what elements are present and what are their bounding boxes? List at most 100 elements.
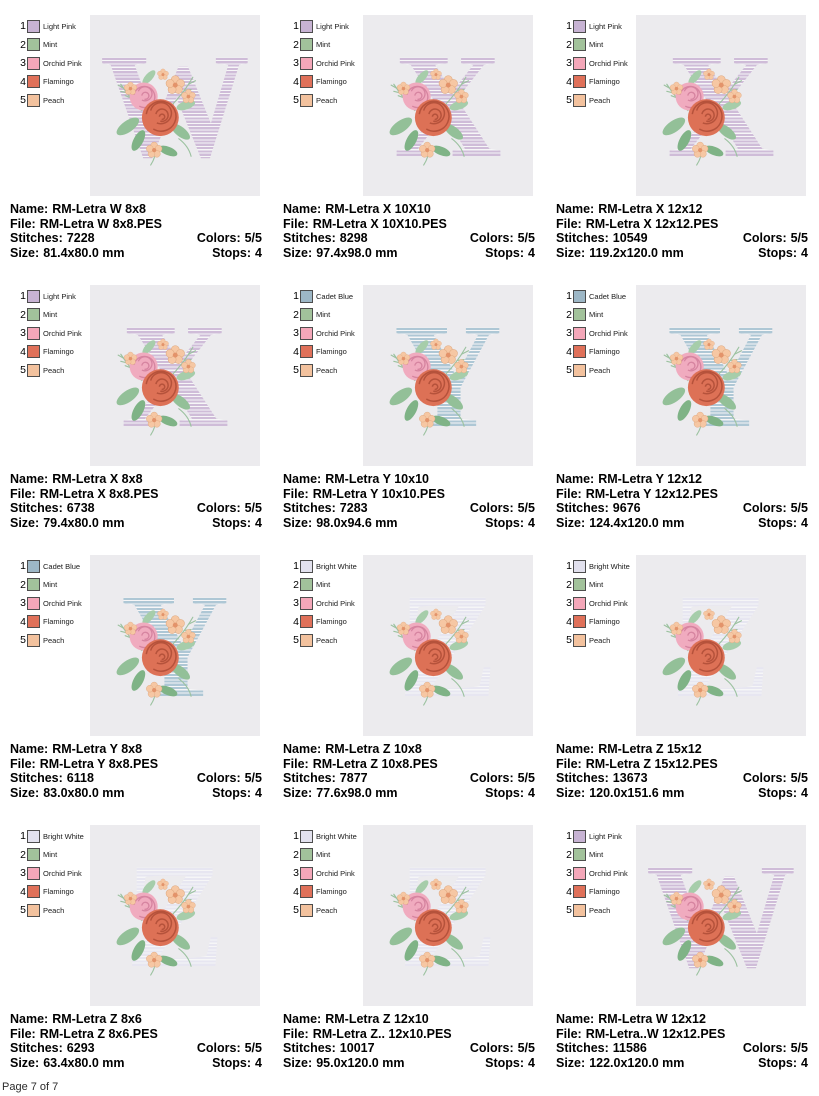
legend-row: 5 Peach <box>15 631 82 650</box>
thread-color-swatch <box>573 289 586 303</box>
thread-color-swatch <box>27 38 40 52</box>
colors-label: Colors: <box>196 1041 241 1056</box>
legend-row: 2 Mint <box>15 846 84 865</box>
thread-number: 3 <box>293 597 299 609</box>
thread-color-name: Mint <box>316 40 331 50</box>
thread-number: 4 <box>293 75 299 88</box>
size-text: Size: 97.4x98.0 mm <box>283 246 398 261</box>
name-label: Name: <box>556 202 595 216</box>
thread-color-swatch <box>300 885 313 899</box>
stops-label: Stops: <box>485 515 525 530</box>
legend-row: 5 Peach <box>561 901 628 920</box>
flower-bouquet-graphic <box>378 328 483 440</box>
file-text: File: RM-Letra W 8x8.PES <box>10 217 162 232</box>
thread-number: 5 <box>566 364 572 376</box>
stitches-value: 8298 <box>339 231 368 246</box>
size-label: Size: <box>10 245 40 260</box>
name-label: Name: <box>556 742 595 756</box>
thread-number: 3 <box>20 867 26 879</box>
design-meta: Name: RM-Letra Z 8x6 File: RM-Letra Z 8x6.… <box>10 1012 262 1070</box>
size-line: Size: 81.4x80.0 mm Stops: 4 <box>10 246 262 261</box>
stitches-label: Stitches: <box>283 1041 336 1056</box>
thread-color-swatch <box>573 75 586 89</box>
thread-number: 1 <box>566 20 572 32</box>
legend-row: 4 Flamingo <box>15 343 82 362</box>
thread-color-name: Peach <box>316 365 338 375</box>
size-label: Size: <box>10 1055 40 1070</box>
legend-row: 2 Mint <box>561 306 628 325</box>
thread-color-name: Peach <box>316 95 338 105</box>
name-label: Name: <box>283 472 322 486</box>
thread-color-name: Light Pink <box>43 291 76 301</box>
design-card: 1 Light Pink 2 Mint 3 Orchid Pink 4 Flam… <box>546 810 819 1080</box>
design-meta: Name: RM-Letra Y 8x8 File: RM-Letra Y 8x8.… <box>10 742 262 800</box>
thread-number: 4 <box>20 75 26 88</box>
thread-color-name: Peach <box>316 635 338 645</box>
stitches-line: Stitches: 9676 Colors: 5/5 <box>556 501 808 516</box>
thread-color-name: Peach <box>43 95 65 105</box>
legend-row: 4 Flamingo <box>561 73 628 92</box>
stops-text: Stops: 4 <box>485 786 535 801</box>
legend-row: 1 Light Pink <box>15 287 82 306</box>
flower-bouquet-graphic <box>105 598 210 710</box>
thread-color-swatch <box>573 633 586 647</box>
legend-row: 3 Orchid Pink <box>561 54 628 73</box>
file-label: File: <box>556 486 582 501</box>
thread-number: 3 <box>20 597 26 609</box>
size-text: Size: 95.0x120.0 mm <box>283 1056 404 1071</box>
thread-color-swatch <box>300 596 313 610</box>
stops-text: Stops: 4 <box>212 1056 262 1071</box>
file-text: File: RM-Letra Y 8x8.PES <box>10 757 158 772</box>
name-text: Name: RM-Letra Z 15x12 <box>556 742 702 757</box>
name-text: Name: RM-Letra Z 10x8 <box>283 742 422 757</box>
legend-row: 4 Flamingo <box>561 613 630 632</box>
name-value: RM-Letra X 10X10 <box>325 202 431 216</box>
stitches-label: Stitches: <box>283 771 336 786</box>
thread-color-name: Flamingo <box>43 77 74 87</box>
stops-value: 4 <box>801 245 808 260</box>
thread-color-swatch <box>27 326 40 340</box>
file-line: File: RM-Letra X 12x12.PES <box>556 217 808 232</box>
thread-number: 3 <box>566 867 572 879</box>
colors-text: Colors: 5/5 <box>470 231 535 246</box>
thread-color-name: Orchid Pink <box>316 58 355 68</box>
thread-color-name: Orchid Pink <box>316 868 355 878</box>
thread-number: 5 <box>20 634 26 646</box>
stitches-label: Stitches: <box>556 231 609 246</box>
thread-color-swatch <box>300 345 313 359</box>
file-label: File: <box>10 1026 36 1041</box>
thread-number: 3 <box>293 57 299 69</box>
design-preview: X <box>90 285 260 466</box>
stops-value: 4 <box>528 245 535 260</box>
file-value: RM-Letra Z.. 12x10.PES <box>312 1026 452 1041</box>
design-preview: Y <box>636 285 806 466</box>
thread-number: 5 <box>293 634 299 646</box>
size-label: Size: <box>283 515 313 530</box>
legend-row: 5 Peach <box>561 361 628 380</box>
size-label: Size: <box>556 785 586 800</box>
flower-bouquet-graphic <box>651 598 756 710</box>
thread-color-swatch <box>300 19 313 33</box>
thread-number: 2 <box>20 578 26 591</box>
legend-row: 4 Flamingo <box>15 883 84 902</box>
thread-color-swatch <box>573 903 586 917</box>
thread-color-name: Mint <box>589 580 604 590</box>
thread-color-swatch <box>300 848 313 862</box>
stitches-text: Stitches: 7228 <box>10 231 95 246</box>
thread-number: 1 <box>566 290 572 302</box>
colors-label: Colors: <box>469 231 514 246</box>
stops-text: Stops: 4 <box>485 1056 535 1071</box>
legend-row: 5 Peach <box>288 631 357 650</box>
thread-number: 4 <box>293 615 299 628</box>
name-label: Name: <box>10 742 49 756</box>
file-line: File: RM-Letra Z 10x8.PES <box>283 757 535 772</box>
design-meta: Name: RM-Letra Y 12x12 File: RM-Letra Y 12… <box>556 472 808 530</box>
stitches-label: Stitches: <box>283 231 336 246</box>
name-label: Name: <box>283 1012 322 1026</box>
colors-label: Colors: <box>469 771 514 786</box>
design-preview: W <box>636 825 806 1006</box>
stitches-value: 7877 <box>339 771 368 786</box>
name-line: Name: RM-Letra W 12x12 <box>556 1012 808 1027</box>
colors-label: Colors: <box>742 231 787 246</box>
